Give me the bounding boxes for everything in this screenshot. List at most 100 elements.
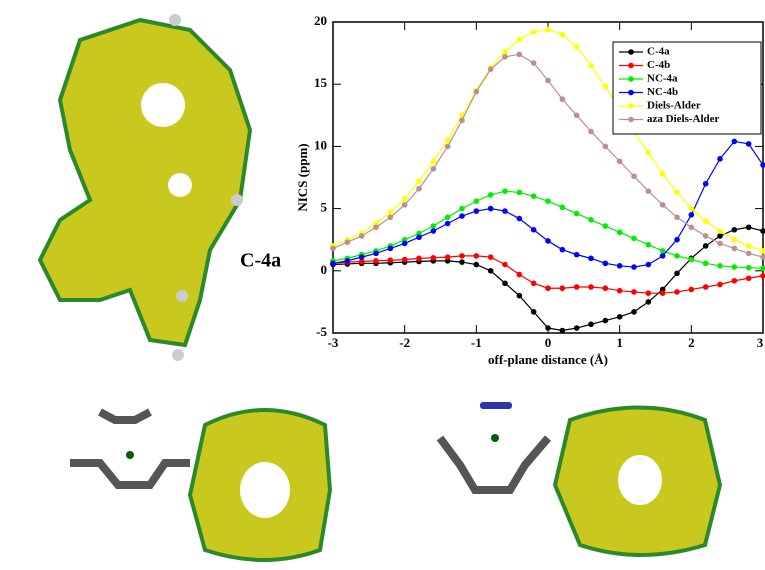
data-point <box>674 253 680 259</box>
data-point <box>646 242 652 248</box>
data-point <box>746 275 752 281</box>
data-point <box>416 256 422 262</box>
atom <box>176 290 188 302</box>
x-axis-label: off-plane distance (Å) <box>488 352 608 367</box>
data-point <box>402 257 408 263</box>
data-point <box>746 243 752 249</box>
data-point <box>388 257 394 263</box>
data-point <box>416 234 422 240</box>
data-point <box>732 237 738 243</box>
data-point <box>517 216 523 222</box>
data-point <box>488 192 494 198</box>
data-point <box>445 254 451 260</box>
data-point <box>588 129 594 135</box>
legend-marker <box>628 49 634 55</box>
data-point <box>574 284 580 290</box>
data-point <box>617 314 623 320</box>
bond <box>440 438 548 490</box>
bond <box>480 402 512 409</box>
ring-hole <box>618 455 662 505</box>
data-point <box>373 251 379 257</box>
data-point <box>746 141 752 147</box>
data-point <box>703 284 709 290</box>
data-point <box>617 159 623 165</box>
data-point <box>517 190 523 196</box>
panel-label: C-4a <box>240 250 281 272</box>
data-point <box>373 258 379 264</box>
data-point <box>631 236 637 242</box>
data-point <box>488 66 494 72</box>
molecule-bottom-left <box>70 410 330 560</box>
data-point <box>703 233 709 239</box>
data-point <box>416 178 422 184</box>
data-point <box>574 113 580 119</box>
y-tick-label: 15 <box>314 75 328 90</box>
data-point <box>445 221 451 227</box>
data-point <box>488 254 494 260</box>
data-point <box>459 259 465 265</box>
y-tick-label: 0 <box>321 262 328 277</box>
data-point <box>531 309 537 315</box>
data-point <box>345 258 351 264</box>
data-point <box>646 188 652 194</box>
data-point <box>703 218 709 224</box>
data-point <box>674 289 680 295</box>
x-tick-label: 3 <box>757 335 764 350</box>
data-point <box>545 285 551 291</box>
data-point <box>717 228 723 234</box>
bond <box>70 463 190 485</box>
data-point <box>459 206 465 212</box>
data-point <box>502 188 508 194</box>
ghost-atom <box>491 434 499 442</box>
data-point <box>431 223 437 229</box>
y-axis-label: NICS (ppm) <box>295 143 310 211</box>
data-point <box>646 299 652 305</box>
data-point <box>574 211 580 217</box>
data-point <box>474 198 480 204</box>
data-point <box>588 256 594 262</box>
data-point <box>732 246 738 252</box>
data-point <box>445 215 451 221</box>
data-point <box>502 208 508 214</box>
x-tick-label: -2 <box>399 335 410 350</box>
data-point <box>717 241 723 247</box>
data-point <box>560 32 566 38</box>
data-point <box>588 63 594 69</box>
data-point <box>717 156 723 162</box>
data-point <box>459 253 465 259</box>
data-point <box>531 280 537 286</box>
data-point <box>431 166 437 172</box>
series-line <box>333 141 763 267</box>
data-point <box>373 224 379 230</box>
legend-label: NC-4a <box>647 73 678 85</box>
data-point <box>674 215 680 221</box>
data-point <box>760 266 765 272</box>
data-point <box>646 290 652 296</box>
legend-marker <box>628 90 634 96</box>
atom <box>172 349 184 361</box>
data-point <box>545 238 551 244</box>
data-point <box>545 198 551 204</box>
data-point <box>402 196 408 202</box>
data-point <box>660 202 666 208</box>
data-point <box>717 263 723 269</box>
legend-label: aza Diels-Alder <box>647 113 720 125</box>
data-point <box>517 293 523 299</box>
data-point <box>531 227 537 233</box>
data-point <box>574 325 580 331</box>
data-point <box>674 237 680 243</box>
data-point <box>388 215 394 221</box>
data-point <box>646 262 652 268</box>
data-point <box>560 328 566 334</box>
legend-label: NC-4b <box>647 86 678 98</box>
legend: C-4aC-4bNC-4aNC-4bDiels-Alderaza Diels-A… <box>613 42 761 134</box>
x-tick-label: 0 <box>545 335 552 350</box>
data-point <box>631 289 637 295</box>
data-point <box>732 227 738 233</box>
y-tick-label: 20 <box>314 13 327 28</box>
data-point <box>689 206 695 212</box>
data-point <box>359 233 365 239</box>
y-tick-label: 5 <box>321 200 328 215</box>
data-point <box>517 52 523 58</box>
